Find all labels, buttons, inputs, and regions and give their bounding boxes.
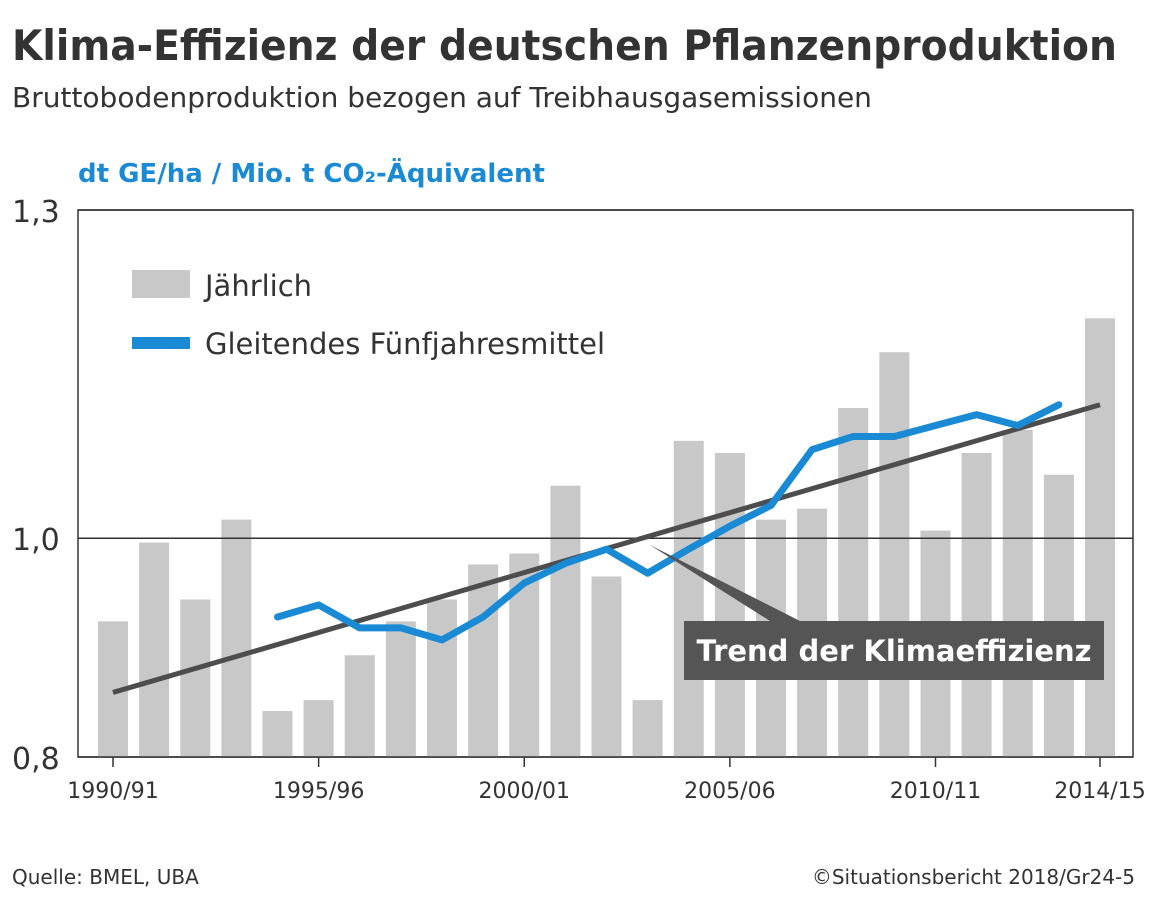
- x-tick-label: 2000/01: [479, 779, 570, 804]
- legend-swatch: [132, 270, 190, 298]
- bar: [385, 621, 416, 757]
- line: [274, 401, 1063, 644]
- bar: [961, 452, 992, 757]
- x-tick-label: 2014/15: [1054, 779, 1145, 804]
- bar: [550, 485, 581, 757]
- bar: [1002, 429, 1033, 757]
- bar: [468, 564, 499, 757]
- x-tick-label: 1995/96: [273, 779, 364, 804]
- chart-subtitle: Bruttobodenproduktion bezogen auf Treibh…: [12, 81, 872, 114]
- bar: [1043, 474, 1074, 757]
- bar: [838, 408, 869, 757]
- legend-label: Gleitendes Fünfjahresmittel: [205, 327, 605, 361]
- bar: [673, 440, 704, 757]
- x-tick-label: 1990/91: [67, 779, 158, 804]
- bar: [632, 700, 663, 757]
- y-tick-label: 1,3: [12, 195, 60, 230]
- chart-title: Klima-Effizienz der deutschen Pflanzenpr…: [12, 21, 1117, 70]
- bar: [427, 599, 457, 757]
- y-tick-label: 1,0: [12, 523, 60, 558]
- bar: [139, 542, 170, 757]
- x-tick-label: 2005/06: [684, 779, 775, 804]
- credit: ©Situationsbericht 2018/Gr24-5: [812, 865, 1135, 889]
- x-tick-label: 2010/11: [890, 779, 981, 804]
- annotation-pointer: [650, 545, 800, 621]
- bar: [303, 700, 334, 757]
- bar: [221, 519, 252, 757]
- annotation-box: [684, 621, 1104, 680]
- source: Quelle: BMEL, UBA: [12, 865, 199, 889]
- bar: [591, 576, 622, 757]
- bar: [344, 655, 375, 757]
- bar: [262, 711, 293, 757]
- bar: [879, 352, 910, 757]
- bar: [180, 599, 211, 757]
- y-axis-label: dt GE/ha / Mio. t CO₂-Äquivalent: [78, 157, 545, 189]
- y-tick-label: 0,8: [12, 742, 60, 777]
- annotation-text: Trend der Klimaeffizienz: [696, 634, 1091, 668]
- legend-label: Jährlich: [203, 269, 312, 303]
- bar: [714, 452, 745, 757]
